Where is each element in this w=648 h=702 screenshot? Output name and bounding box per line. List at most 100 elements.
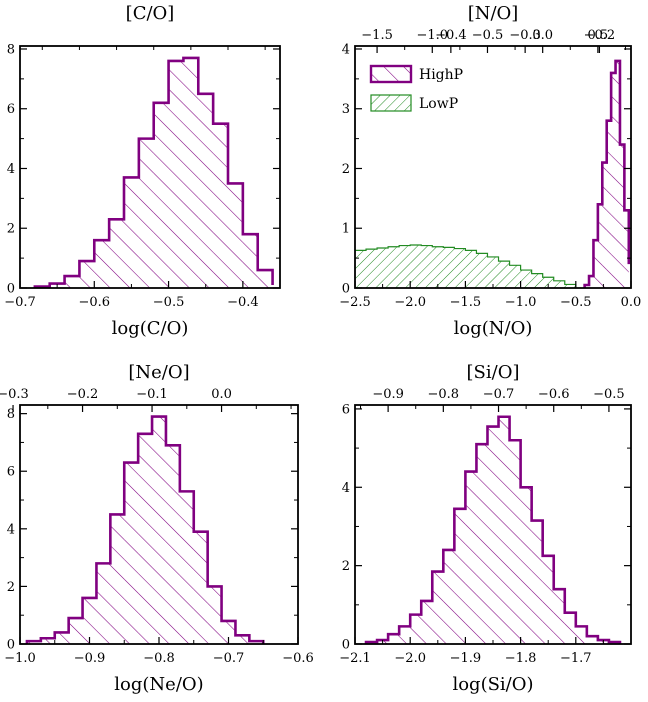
histogram-bar bbox=[498, 261, 510, 288]
top-tick-label: −0.3 bbox=[509, 28, 541, 43]
x-tick-label: −2.0 bbox=[394, 651, 426, 666]
top-axis: −0.4−0.3−0.2−0.1[C/O] bbox=[41, 3, 615, 53]
y-axis: 0 2 4 6 bbox=[342, 402, 631, 653]
histogram-bar bbox=[589, 276, 594, 288]
histogram-bar bbox=[443, 549, 455, 644]
histogram-bar bbox=[597, 204, 603, 288]
histogram-bar bbox=[454, 248, 466, 288]
y-tick-label: 0 bbox=[7, 638, 15, 653]
histogram-series bbox=[364, 415, 622, 644]
x-axis: −2.5 −2.0 −1.5 −1.0 −0.5 0.0 log(N/O) bbox=[339, 281, 641, 339]
histogram-bar bbox=[542, 555, 554, 644]
histogram-bar bbox=[584, 285, 590, 288]
x-tick-label: −2.0 bbox=[394, 295, 426, 310]
x-tick-label: −1.0 bbox=[4, 651, 36, 666]
histogram-bar bbox=[54, 632, 69, 644]
x-tick-label: −1.0 bbox=[505, 295, 537, 310]
histogram-bar bbox=[26, 641, 41, 644]
histogram-bar bbox=[531, 520, 543, 644]
y-tick-label: 8 bbox=[7, 42, 15, 57]
histogram-bar bbox=[553, 280, 565, 288]
histogram-bar bbox=[410, 244, 422, 288]
histogram-bar bbox=[110, 514, 125, 644]
x-tick-label: −0.8 bbox=[143, 651, 175, 666]
histogram-bar bbox=[615, 60, 620, 288]
histogram-bar bbox=[602, 162, 607, 288]
x-tick-label: −0.7 bbox=[4, 295, 36, 310]
histogram-bar bbox=[564, 284, 576, 288]
histogram-bar bbox=[388, 634, 400, 644]
histogram-bar bbox=[586, 636, 598, 644]
top-tick-label: −0.4 bbox=[435, 28, 467, 43]
histogram-outline bbox=[25, 415, 265, 644]
histogram-bar bbox=[611, 72, 616, 288]
histogram-bar bbox=[138, 138, 154, 288]
y-tick-label: 2 bbox=[342, 559, 350, 574]
y-tick-label: 1 bbox=[342, 222, 350, 237]
histogram-bar bbox=[443, 247, 455, 288]
top-tick-label: −0.7 bbox=[483, 387, 515, 402]
histogram-bar bbox=[94, 240, 110, 288]
y-tick-label: 3 bbox=[342, 102, 350, 117]
histogram-bar bbox=[168, 60, 184, 288]
y-tick-label: 8 bbox=[7, 407, 15, 422]
top-tick-label: −0.3 bbox=[0, 387, 29, 402]
top-tick-label: −0.5 bbox=[472, 28, 504, 43]
histogram-bar bbox=[624, 210, 629, 288]
x-tick-label: −1.7 bbox=[560, 651, 592, 666]
histogram-bar bbox=[68, 618, 83, 644]
histogram-bar bbox=[410, 614, 422, 644]
histogram-bar bbox=[476, 444, 488, 644]
histogram-outline bbox=[33, 56, 274, 288]
x-tick-label: −0.7 bbox=[213, 651, 245, 666]
histogram-bar bbox=[564, 612, 576, 644]
plot-area bbox=[25, 415, 265, 644]
histogram-bar bbox=[207, 586, 222, 644]
histogram-bar bbox=[242, 234, 258, 288]
histogram-bar bbox=[399, 626, 411, 644]
legend-swatch-lowp bbox=[370, 94, 412, 112]
x-axis-label: log(Si/O) bbox=[452, 674, 533, 695]
histogram-series-lowp bbox=[355, 244, 577, 288]
histogram-bar bbox=[399, 245, 411, 288]
histogram-bar bbox=[487, 256, 499, 288]
histogram-bar bbox=[213, 123, 228, 288]
histogram-bar bbox=[165, 445, 180, 644]
histogram-bar bbox=[432, 246, 444, 288]
top-tick-label: 0.0 bbox=[211, 387, 232, 402]
x-tick-label: −0.5 bbox=[153, 295, 185, 310]
histogram-bar bbox=[388, 246, 400, 288]
x-tick-label: −0.6 bbox=[282, 651, 314, 666]
histogram-series-highp bbox=[583, 59, 631, 288]
y-tick-label: 2 bbox=[7, 580, 15, 595]
histogram-bar bbox=[235, 635, 250, 644]
x-tick-label: −1.8 bbox=[505, 651, 537, 666]
top-axis-label: [N/O] bbox=[468, 3, 519, 24]
x-tick-label: 0.0 bbox=[621, 295, 642, 310]
top-axis-label: [Ne/O] bbox=[128, 362, 189, 383]
histogram-bar bbox=[124, 177, 139, 288]
histogram-bar bbox=[619, 144, 625, 288]
top-axis: −0.3 −0.2 −0.1 0.0 [Ne/O] bbox=[0, 362, 292, 412]
top-tick-label: 0.0 bbox=[532, 28, 553, 43]
histogram-bar bbox=[96, 563, 111, 644]
histogram-bar bbox=[366, 249, 378, 288]
histogram-bar bbox=[575, 626, 587, 644]
y-tick-label: 4 bbox=[7, 522, 15, 537]
histogram-bar bbox=[198, 93, 214, 288]
y-tick-label: 4 bbox=[342, 481, 350, 496]
histogram-bar bbox=[152, 416, 166, 644]
x-axis-label: log(Ne/O) bbox=[114, 674, 203, 695]
x-tick-label: −0.4 bbox=[227, 295, 259, 310]
x-axis-label: log(N/O) bbox=[454, 318, 533, 339]
y-axis: 0 1 2 3 4 bbox=[342, 42, 631, 297]
top-tick-label: −0.8 bbox=[428, 387, 460, 402]
top-tick-label: −0.9 bbox=[372, 387, 404, 402]
x-tick-label: −0.9 bbox=[74, 651, 106, 666]
histogram-outline bbox=[355, 244, 577, 288]
histogram-bar bbox=[421, 245, 433, 288]
histogram-bar bbox=[593, 240, 598, 288]
histogram-bar bbox=[509, 440, 521, 644]
